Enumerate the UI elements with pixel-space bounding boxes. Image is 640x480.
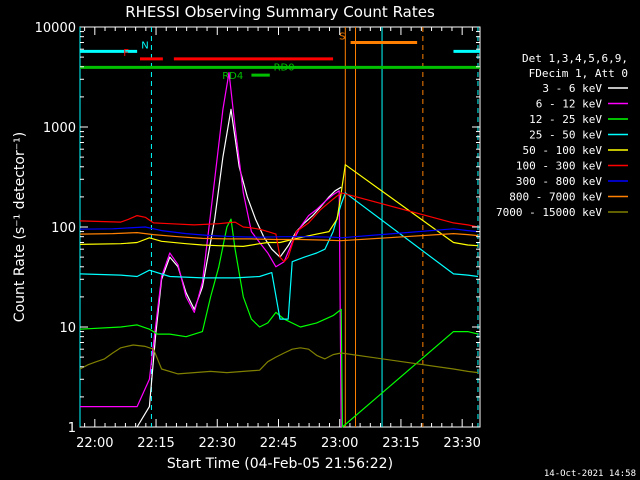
series-line-8: [79, 344, 479, 375]
series-line-0: [136, 108, 342, 428]
legend-entry-label: 6 - 12 keV: [536, 98, 603, 111]
y-tick-label: 1: [68, 421, 76, 436]
y-tick-label: 10: [59, 321, 76, 336]
x-tick-label: 23:15: [382, 436, 419, 451]
x-tick-label: 23:30: [443, 436, 480, 451]
legend-entry-label: 300 - 800 keV: [516, 175, 602, 188]
legend-entry-label: 7000 - 15000 keV: [496, 206, 602, 219]
chart-title: RHESSI Observing Summary Count Rates: [125, 3, 435, 21]
y-tick-label: 10000: [35, 21, 76, 36]
flag-bars: N F S RD0 RD4: [80, 31, 480, 82]
x-tick-label: 23:00: [321, 436, 358, 451]
x-axis-label: Start Time (04-Feb-05 21:56:22): [167, 456, 393, 472]
legend-entry-label: 25 - 50 keV: [529, 129, 602, 142]
legend-header-line: Det 1,3,4,5,6,9,: [522, 52, 628, 65]
series-line-3: [79, 192, 479, 320]
x-tick-label: 22:45: [260, 436, 297, 451]
series-line-2: [79, 218, 479, 428]
series-line-7: [79, 232, 479, 242]
y-axis: 1 10 100 1000 10000: [35, 21, 480, 436]
flag-label-s: S: [339, 31, 345, 42]
legend-entry-label: 3 - 6 keV: [542, 82, 602, 95]
flag-label-rd4: RD4: [222, 71, 243, 82]
flag-label-n: N: [141, 40, 148, 51]
series-line-4: [79, 164, 479, 247]
legend-entry-label: 800 - 7000 keV: [509, 191, 602, 204]
y-tick-label: 1000: [43, 121, 76, 136]
x-tick-label: 22:00: [76, 436, 113, 451]
flag-label-f: F: [123, 48, 129, 59]
legend-entry-label: 50 - 100 keV: [523, 144, 603, 157]
series-line-1: [80, 72, 342, 428]
x-tick-label: 22:30: [199, 436, 236, 451]
legend: Det 1,3,4,5,6,9, FDecim 1, Att 0 3 - 6 keV…: [496, 52, 628, 219]
legend-entry-label: 12 - 25 keV: [529, 113, 602, 126]
legend-entry-label: 100 - 300 keV: [516, 160, 602, 173]
flag-label-rd0: RD0: [274, 62, 295, 73]
generated-timestamp: 14-Oct-2021 14:58: [544, 469, 636, 479]
y-axis-label: Count Rate (s⁻¹ detector⁻¹): [12, 132, 28, 322]
series-lines: [79, 72, 479, 428]
legend-header-line: FDecim 1, Att 0: [529, 67, 628, 80]
x-axis: 22:00 22:15 22:30 22:45 23:00 23:15 23:30: [76, 27, 481, 451]
series-line-6: [79, 226, 479, 239]
series-line-5: [79, 192, 479, 263]
x-tick-label: 22:15: [137, 436, 174, 451]
y-tick-label: 100: [51, 221, 76, 236]
